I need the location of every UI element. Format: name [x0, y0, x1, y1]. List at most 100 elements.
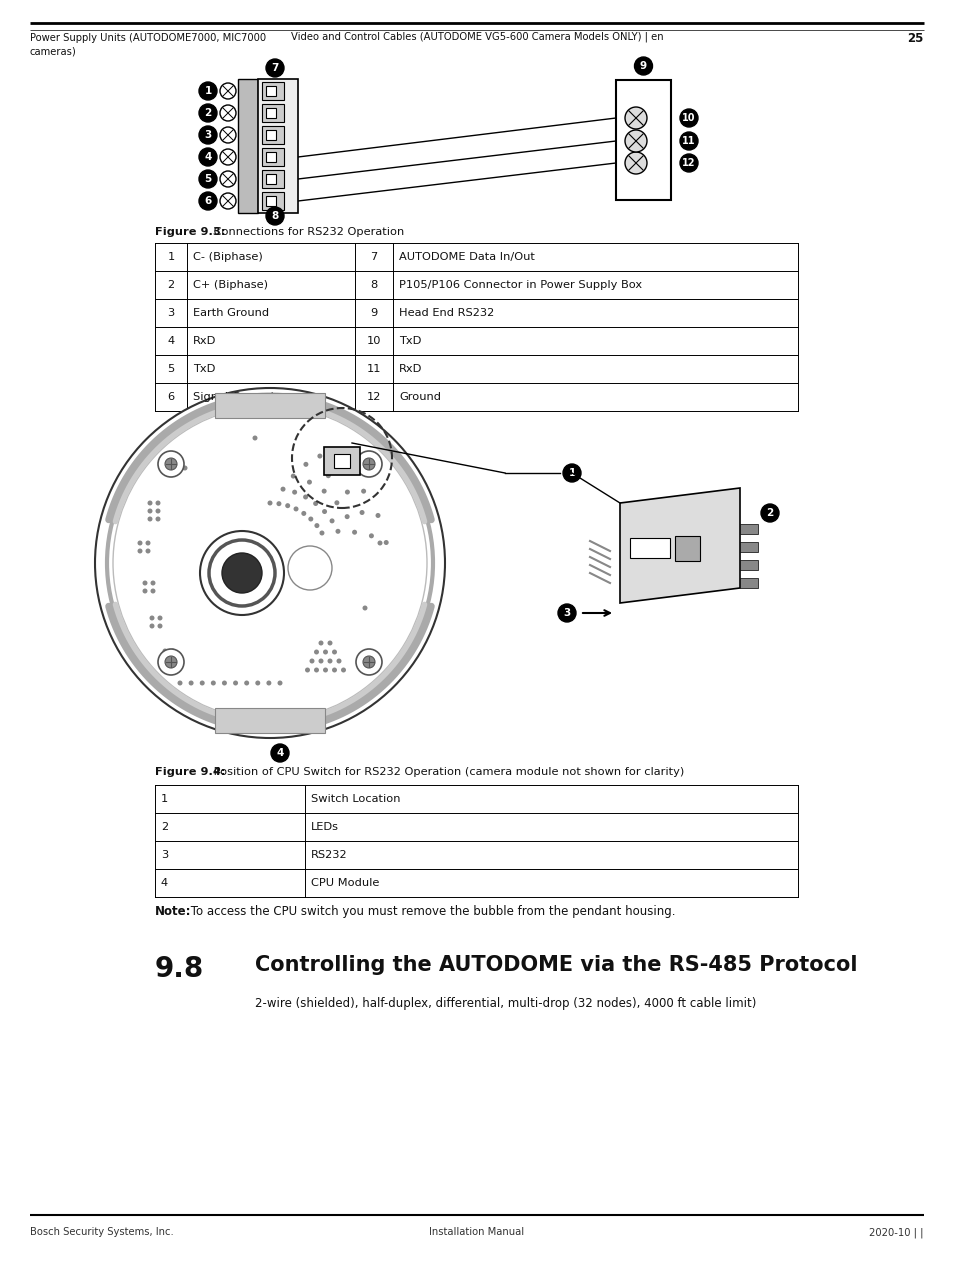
Circle shape	[345, 490, 350, 495]
Circle shape	[634, 57, 652, 75]
Text: RS232: RS232	[311, 850, 347, 861]
Text: 5: 5	[204, 174, 212, 185]
Circle shape	[307, 480, 312, 485]
Polygon shape	[214, 393, 325, 418]
Text: 5: 5	[167, 364, 174, 374]
Text: 3: 3	[161, 850, 168, 861]
Text: 12: 12	[681, 158, 695, 168]
Circle shape	[253, 435, 257, 440]
Text: 1: 1	[568, 468, 575, 477]
Circle shape	[222, 552, 262, 593]
Circle shape	[148, 508, 152, 513]
Text: 4: 4	[204, 151, 212, 162]
Text: Power Supply Units (AUTODOME7000, MIC7000
cameras): Power Supply Units (AUTODOME7000, MIC700…	[30, 33, 266, 56]
Circle shape	[340, 667, 346, 672]
Text: 1: 1	[167, 252, 174, 262]
Bar	[262, 171, 284, 188]
Text: CPU Module: CPU Module	[311, 878, 379, 889]
Circle shape	[332, 649, 336, 654]
Text: Figure 9.4:: Figure 9.4:	[154, 768, 225, 777]
Text: 2020-10 | |: 2020-10 | |	[868, 1227, 923, 1237]
Text: 11: 11	[366, 364, 381, 374]
Text: Position of CPU Switch for RS232 Operation (camera module not shown for clarity): Position of CPU Switch for RS232 Operati…	[210, 768, 683, 777]
Circle shape	[199, 681, 205, 685]
Text: AUTODOME Data In/Out: AUTODOME Data In/Out	[398, 252, 535, 262]
Circle shape	[362, 656, 375, 668]
Circle shape	[182, 466, 188, 471]
Circle shape	[171, 648, 175, 653]
Circle shape	[341, 468, 346, 474]
Circle shape	[165, 458, 177, 470]
Circle shape	[369, 533, 374, 538]
Text: Controlling the AUTODOME via the RS-485 Protocol: Controlling the AUTODOME via the RS-485 …	[254, 955, 857, 975]
Circle shape	[280, 486, 285, 491]
Text: 25: 25	[906, 32, 923, 45]
Text: Head End RS232: Head End RS232	[398, 308, 494, 318]
Text: 2: 2	[204, 108, 212, 118]
Circle shape	[151, 588, 155, 593]
Circle shape	[150, 624, 154, 629]
Circle shape	[362, 606, 367, 611]
Circle shape	[377, 541, 382, 546]
Circle shape	[199, 192, 216, 210]
Circle shape	[314, 523, 319, 528]
Text: Figure 9.3:: Figure 9.3:	[154, 227, 225, 237]
Circle shape	[158, 649, 184, 675]
Text: P105/P106 Connector in Power Supply Box: P105/P106 Connector in Power Supply Box	[398, 280, 641, 290]
Circle shape	[199, 126, 216, 144]
Circle shape	[142, 580, 148, 586]
Text: Switch Location: Switch Location	[311, 794, 400, 805]
Text: 9: 9	[639, 61, 646, 71]
Circle shape	[318, 640, 323, 645]
Bar	[616, 80, 670, 200]
Bar	[324, 447, 359, 475]
Circle shape	[189, 681, 193, 685]
Circle shape	[146, 541, 151, 546]
Text: 10: 10	[366, 336, 381, 346]
Circle shape	[303, 462, 308, 467]
Bar	[262, 81, 284, 101]
Text: Installation Manual: Installation Manual	[429, 1227, 524, 1237]
Text: 12: 12	[366, 392, 381, 402]
Circle shape	[679, 154, 698, 172]
Circle shape	[323, 667, 328, 672]
Circle shape	[309, 658, 314, 663]
Circle shape	[303, 494, 308, 499]
Circle shape	[276, 502, 281, 507]
Bar	[257, 79, 297, 213]
Text: Video and Control Cables (AUTODOME VG5-600 Camera Models ONLY) | en: Video and Control Cables (AUTODOME VG5-6…	[291, 32, 662, 42]
Text: 2: 2	[168, 280, 174, 290]
Bar	[740, 578, 758, 588]
Circle shape	[95, 388, 444, 738]
Circle shape	[220, 104, 235, 121]
Circle shape	[266, 59, 284, 76]
Circle shape	[323, 649, 328, 654]
Text: 6: 6	[204, 196, 212, 206]
Circle shape	[294, 507, 298, 512]
Circle shape	[558, 603, 576, 622]
Text: 9.8: 9.8	[154, 955, 204, 983]
Circle shape	[314, 649, 318, 654]
Circle shape	[220, 127, 235, 143]
Text: 2: 2	[765, 508, 773, 518]
Text: 7: 7	[370, 252, 377, 262]
Bar	[675, 536, 700, 561]
Circle shape	[291, 474, 295, 479]
Circle shape	[322, 509, 327, 514]
Circle shape	[335, 500, 339, 505]
Circle shape	[199, 104, 216, 122]
Circle shape	[146, 549, 151, 554]
Circle shape	[760, 504, 779, 522]
Text: TxD: TxD	[193, 364, 215, 374]
Text: 3: 3	[563, 608, 570, 617]
Circle shape	[301, 510, 306, 516]
Circle shape	[562, 463, 580, 482]
Circle shape	[383, 540, 388, 545]
Circle shape	[137, 541, 142, 546]
Circle shape	[211, 681, 215, 685]
Bar	[266, 151, 275, 162]
Text: 8: 8	[370, 280, 377, 290]
Polygon shape	[214, 708, 325, 733]
Circle shape	[142, 588, 148, 593]
Circle shape	[361, 489, 366, 494]
